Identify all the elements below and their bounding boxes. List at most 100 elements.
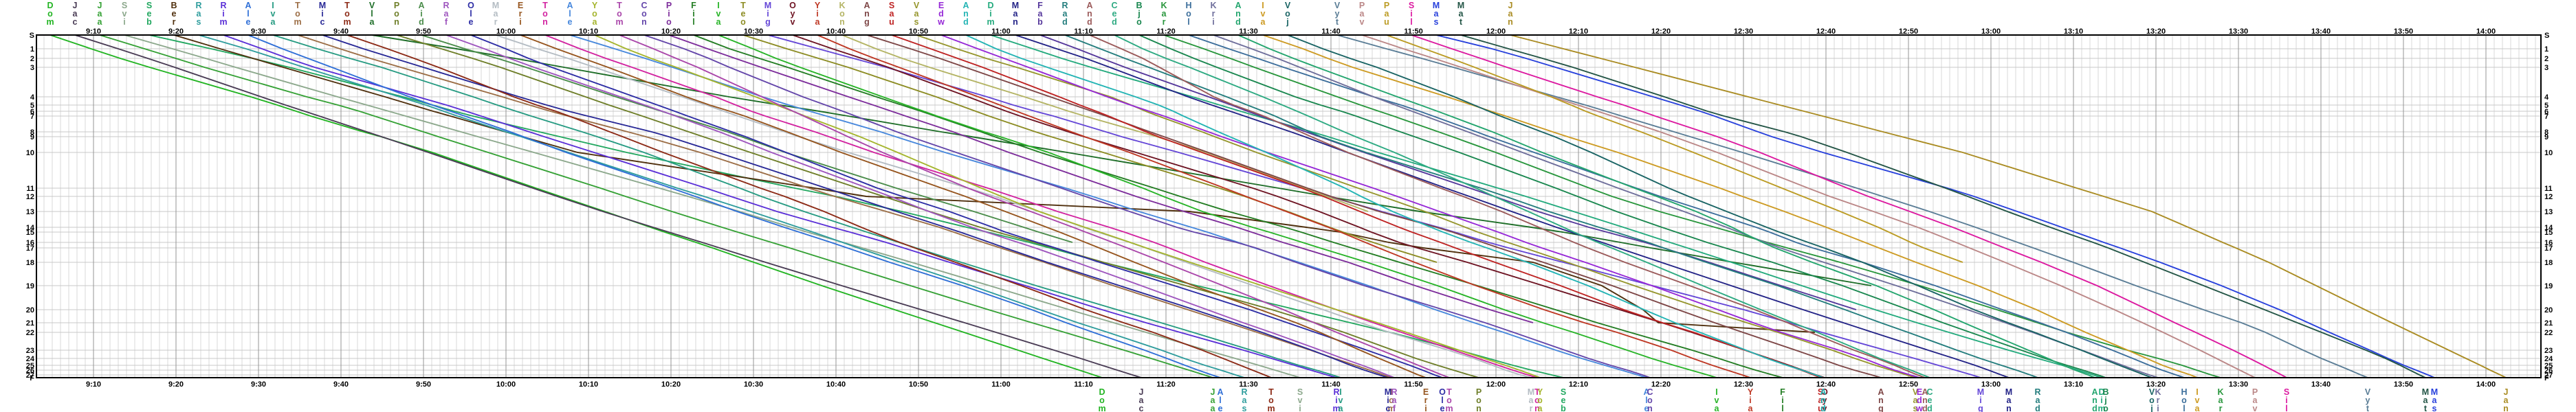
svg-text:H: H [2181,387,2187,397]
svg-text:v: v [1715,396,1719,405]
svg-text:K: K [2155,387,2161,397]
svg-text:19: 19 [26,282,34,290]
svg-text:M: M [764,1,771,10]
svg-text:V: V [1334,1,1341,10]
svg-text:d: d [1087,17,1092,27]
svg-text:10:50: 10:50 [909,27,928,36]
svg-text:J: J [73,1,78,10]
svg-text:14: 14 [2544,224,2553,232]
svg-text:I: I [717,1,719,10]
svg-text:12:30: 12:30 [1734,380,1753,389]
svg-text:P: P [1476,387,1482,397]
svg-text:y: y [791,9,795,19]
svg-text:m: m [1332,404,1340,412]
svg-text:8: 8 [2544,128,2549,137]
svg-text:i: i [1424,404,1427,412]
svg-text:l: l [2183,404,2185,412]
svg-text:9: 9 [30,133,34,141]
svg-text:10: 10 [26,149,34,157]
svg-text:11:50: 11:50 [1404,27,1423,36]
svg-text:8: 8 [30,128,34,137]
svg-text:27: 27 [2544,371,2553,380]
svg-text:I: I [272,1,274,10]
svg-text:a: a [1162,9,1167,19]
svg-text:R: R [1061,1,1068,10]
svg-text:A: A [962,1,969,10]
svg-text:a: a [1242,396,1248,405]
svg-text:o: o [666,17,672,27]
svg-text:i: i [321,9,323,19]
svg-text:v: v [1360,17,1365,27]
svg-text:17: 17 [26,244,34,253]
svg-text:S: S [1818,387,1823,397]
svg-text:A: A [1643,387,1649,397]
svg-text:A: A [1820,387,1826,397]
svg-text:d: d [1922,404,1928,412]
svg-text:e: e [469,17,474,27]
svg-text:o: o [1136,17,1142,27]
svg-text:13:00: 13:00 [1981,27,2001,36]
svg-text:9:20: 9:20 [168,27,184,36]
svg-text:E: E [1423,387,1429,397]
svg-text:10:40: 10:40 [826,27,846,36]
svg-text:s: s [1242,404,1247,412]
svg-text:s: s [2432,404,2437,412]
svg-text:a: a [1913,396,1919,405]
svg-text:n: n [2092,396,2098,405]
svg-text:a: a [2007,396,2012,405]
svg-text:n: n [1922,396,1928,405]
svg-text:a: a [914,9,920,19]
svg-text:e: e [568,17,573,27]
svg-text:f: f [1393,404,1396,412]
svg-text:T: T [1268,387,1274,397]
svg-text:o: o [1534,396,1540,405]
svg-text:a: a [2432,396,2438,405]
svg-text:n: n [1534,404,1540,412]
svg-text:13:10: 13:10 [2064,27,2083,36]
svg-text:11:50: 11:50 [1404,380,1423,389]
svg-text:a: a [1434,9,1440,19]
svg-text:i: i [767,9,769,19]
svg-text:r: r [2219,404,2223,412]
svg-text:P: P [394,1,399,10]
svg-text:r: r [1424,396,1428,405]
svg-text:g: g [864,17,870,27]
svg-text:e: e [1440,404,1445,412]
svg-text:J: J [1211,387,1215,397]
svg-text:a: a [593,17,598,27]
svg-text:a: a [2195,404,2201,412]
svg-text:a: a [1529,396,1534,405]
svg-text:I: I [1339,387,1341,397]
svg-text:M: M [492,1,499,10]
svg-text:r: r [494,17,498,27]
svg-text:m: m [987,17,994,27]
svg-text:R: R [1391,387,1397,397]
svg-text:T: T [617,1,622,10]
svg-text:d: d [938,9,944,19]
svg-text:H: H [1185,1,1191,10]
svg-text:O: O [467,1,474,10]
svg-text:M: M [1528,387,1534,397]
svg-text:13:40: 13:40 [2311,380,2331,389]
svg-text:n: n [2006,404,2012,412]
svg-text:S: S [1561,387,1566,397]
svg-text:26: 26 [2544,367,2553,375]
svg-text:j: j [1137,9,1140,19]
svg-text:l: l [1410,17,1412,27]
svg-text:13:50: 13:50 [2394,27,2413,36]
svg-text:s: s [914,17,919,27]
svg-text:D: D [47,1,53,10]
svg-text:o: o [740,17,746,27]
svg-text:m: m [615,17,623,27]
svg-text:a: a [1508,9,1514,19]
svg-text:13:10: 13:10 [2064,380,2083,389]
svg-text:o: o [839,9,845,19]
svg-text:o: o [2149,396,2155,405]
svg-text:n: n [839,17,845,27]
svg-text:r: r [519,9,522,19]
svg-text:o: o [617,9,622,19]
svg-text:17: 17 [2544,244,2553,253]
svg-text:a: a [1392,396,1398,405]
svg-text:u: u [889,17,894,27]
svg-text:C: C [1926,387,1933,397]
